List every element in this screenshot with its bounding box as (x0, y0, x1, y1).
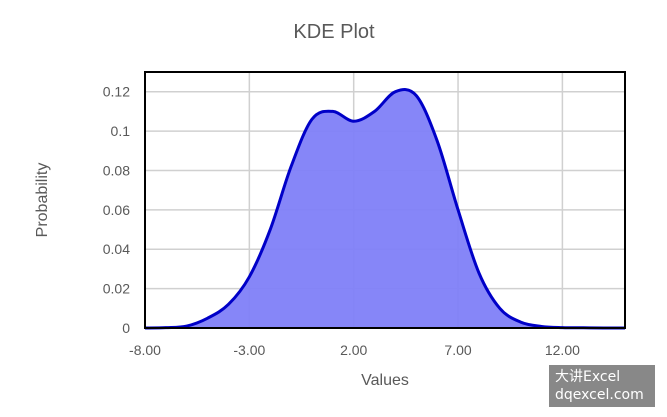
watermark-line-1: 大讲Excel (555, 369, 621, 385)
y-axis-label: Probability (34, 163, 51, 238)
y-tick-label: 0 (122, 320, 130, 336)
x-tick-label: -3.00 (233, 342, 265, 358)
x-tick-label: 7.00 (444, 342, 471, 358)
density-area (145, 89, 625, 329)
density-line (144, 88, 625, 330)
y-tick-label: 0.04 (103, 241, 130, 257)
y-tick-label: 0.1 (111, 123, 131, 139)
watermark-line-2: dqexcel.com (555, 387, 644, 403)
y-tick-label: 0.08 (103, 162, 130, 178)
y-tick-label: 0.02 (103, 281, 130, 297)
x-tick-label: -8.00 (129, 342, 161, 358)
watermark: 大讲Excel dqexcel.com (549, 365, 655, 407)
y-tick-label: 0.12 (103, 84, 130, 100)
plot-border (144, 71, 626, 329)
x-axis-label: Values (361, 372, 409, 389)
chart-title: KDE Plot (293, 21, 375, 43)
x-tick-label: 12.00 (545, 342, 580, 358)
x-tick-label: 2.00 (340, 342, 367, 358)
y-axis-ticks: 0 0.02 0.04 0.06 0.08 0.1 0.12 (103, 84, 130, 336)
x-axis-ticks: -8.00 -3.00 2.00 7.00 12.00 (129, 342, 580, 358)
y-tick-label: 0.06 (103, 202, 130, 218)
